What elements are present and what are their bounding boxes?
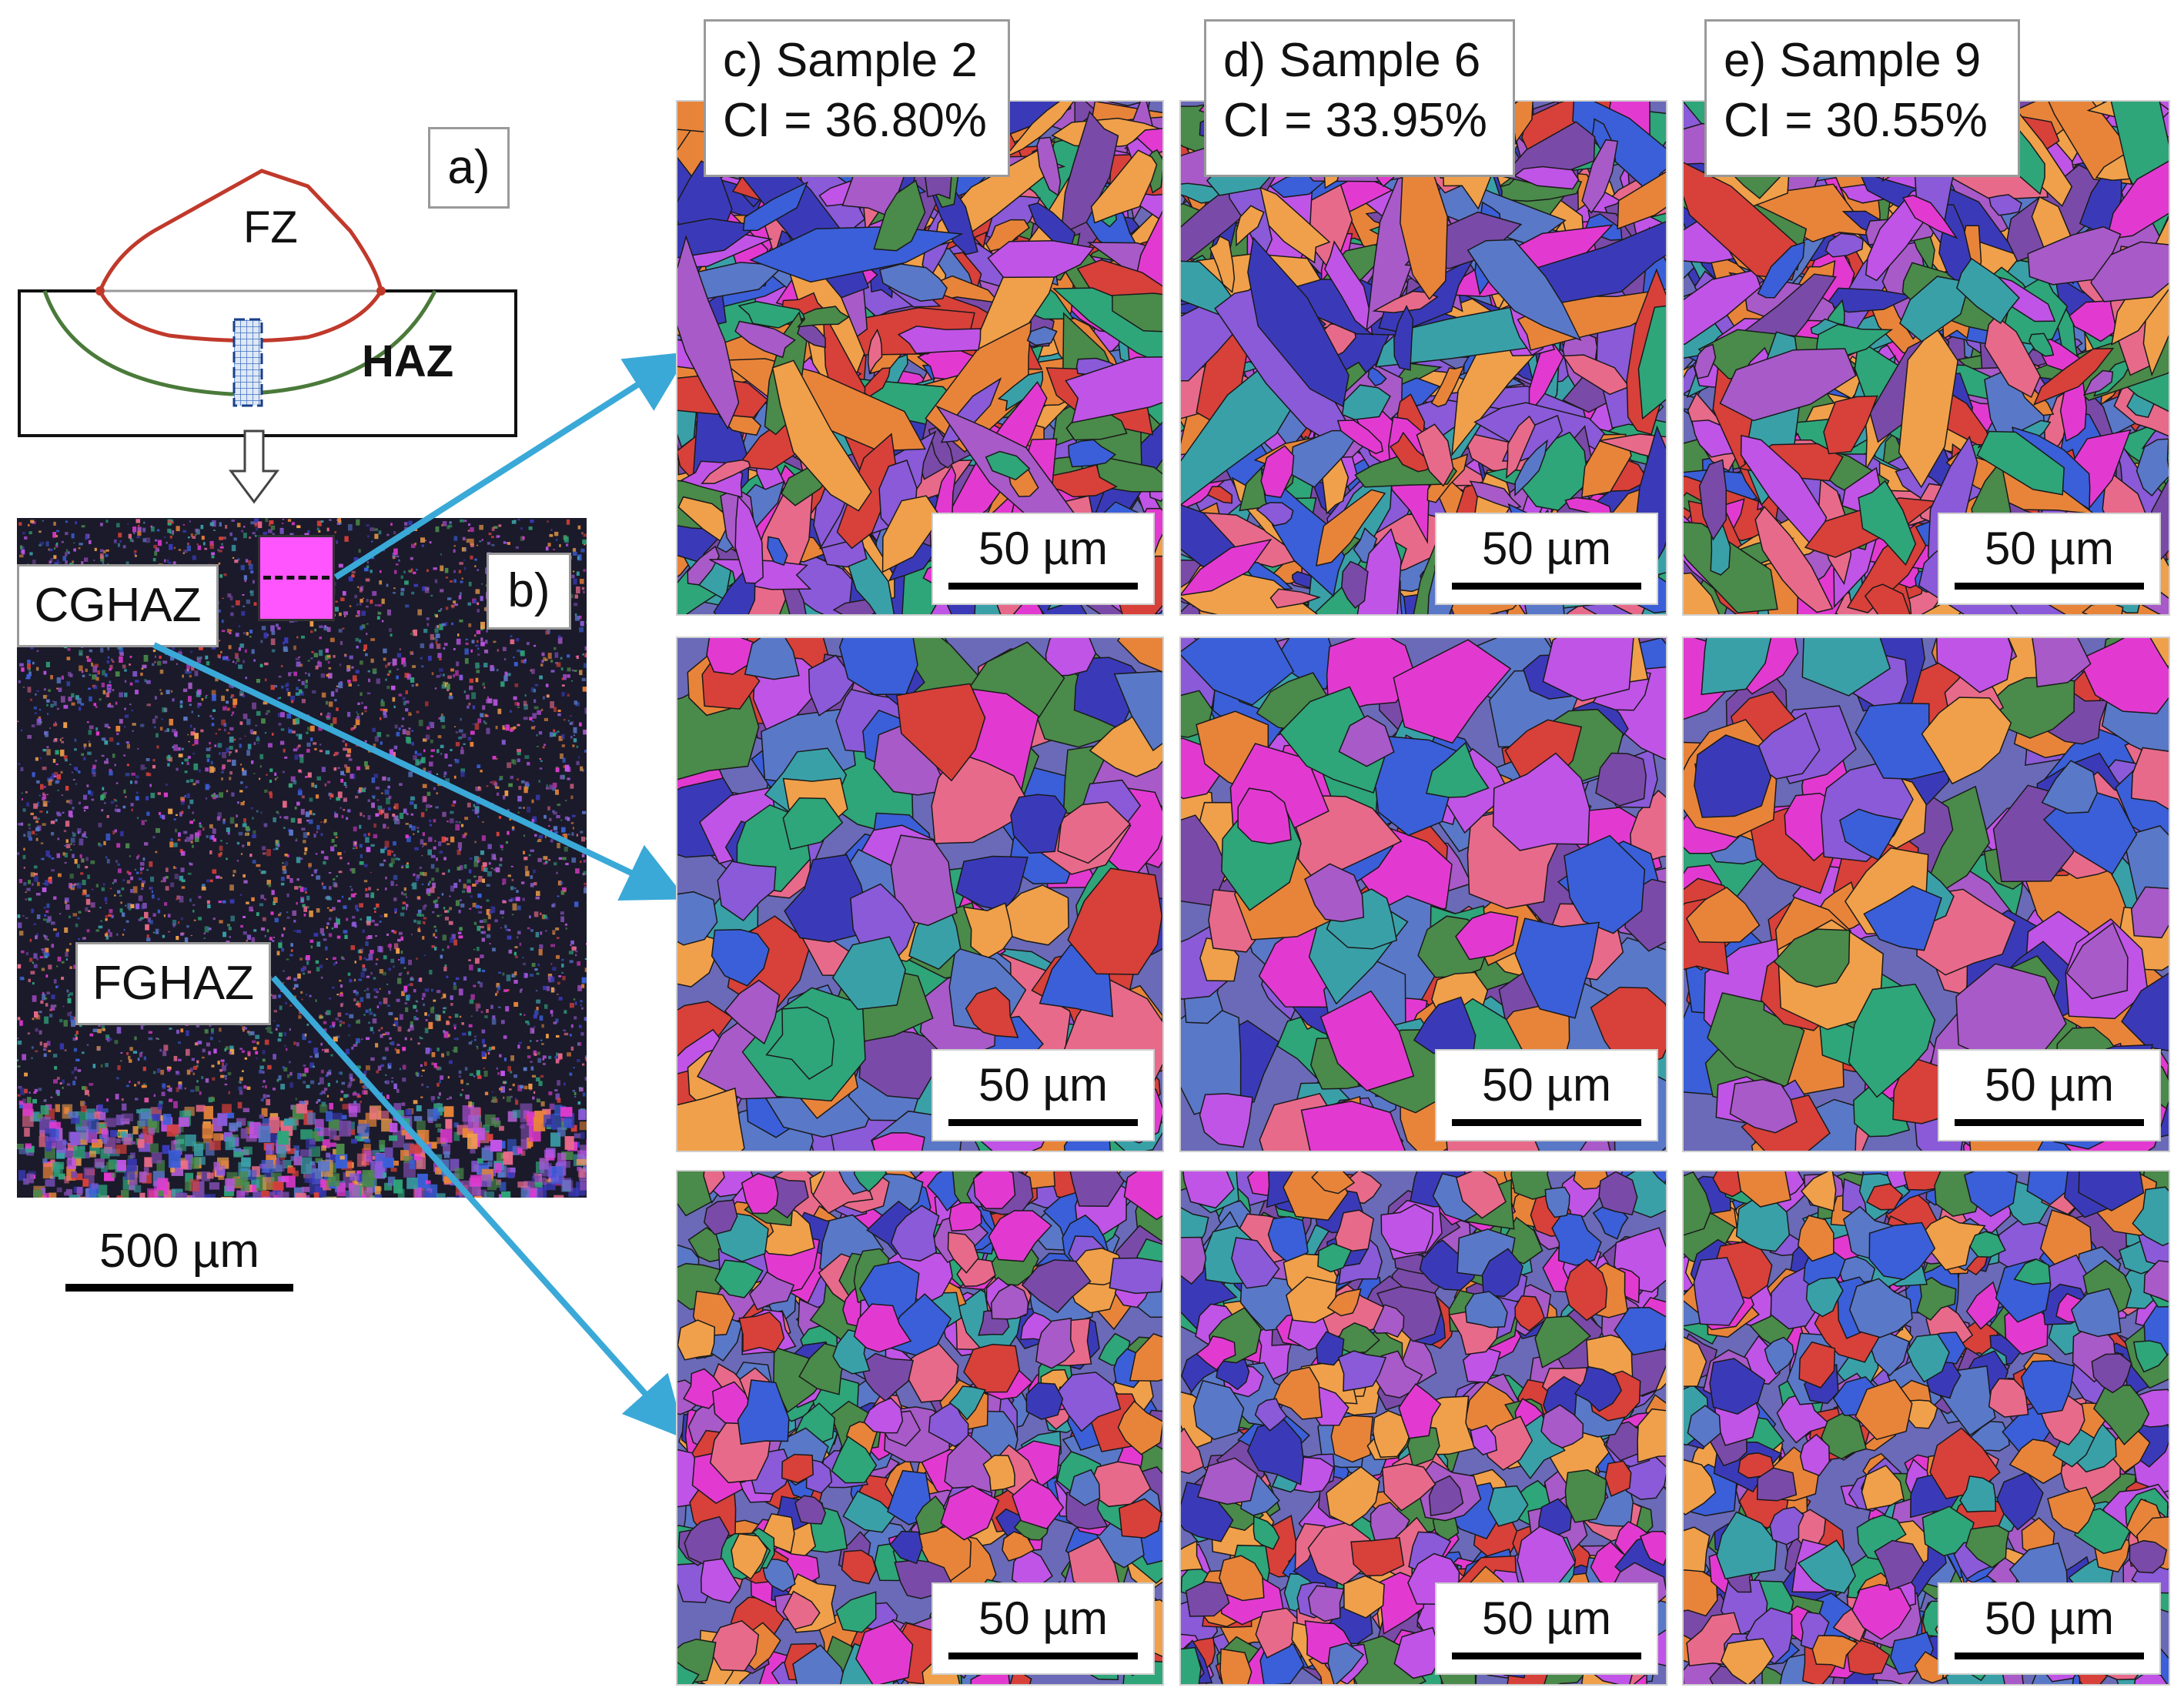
scale-bar-row3-col1: 50 µm <box>931 1582 1155 1675</box>
scale-bar-row2-col1: 50 µm <box>931 1049 1155 1141</box>
scale-bar-row2-col2: 50 µm <box>1435 1049 1658 1141</box>
scale-bar-text: 50 µm <box>1985 1059 2114 1111</box>
ebsd-map-row1-col3: 50 µm <box>1682 100 2170 616</box>
panel-b-overview-map <box>17 518 587 1198</box>
column-header-sample-9: e) Sample 9 CI = 30.55% <box>1704 19 2020 177</box>
ebsd-texture <box>677 1171 1162 1684</box>
ebsd-map-row1-col1: 50 µm <box>676 100 1164 616</box>
sample-location-marker <box>232 318 263 407</box>
scale-bar-row1-col3: 50 µm <box>1938 513 2161 605</box>
overview-scale-line <box>65 1284 293 1292</box>
overview-scale-text: 500 µm <box>99 1225 260 1278</box>
haz-boundary-line <box>42 289 437 396</box>
scale-bar-text: 50 µm <box>978 1059 1108 1111</box>
cghaz-label: CGHAZ <box>17 564 219 647</box>
sample-2-ci: CI = 36.80% <box>723 93 987 147</box>
scale-bar-line <box>1452 583 1641 590</box>
sample-6-ci: CI = 33.95% <box>1223 93 1487 147</box>
arrow-to-cghaz-row <box>333 352 690 580</box>
scale-bar-line <box>1955 1119 2144 1126</box>
ebsd-map-row1-col2: 50 µm <box>1179 100 1667 616</box>
weld-schematic-drawing <box>18 169 517 504</box>
scale-bar-text: 50 µm <box>1985 523 2114 574</box>
scale-bar-row1-col2: 50 µm <box>1435 513 1658 605</box>
ebsd-map-row3-col3: 50 µm <box>1682 1170 2170 1686</box>
cghaz-region-marker <box>258 535 335 621</box>
ebsd-map-row2-col2: 50 µm <box>1179 637 1667 1152</box>
ebsd-map-row3-col1: 50 µm <box>676 1170 1164 1686</box>
ebsd-map-row3-col2: 50 µm <box>1179 1170 1667 1686</box>
arrow-to-middle-row <box>152 642 687 901</box>
haz-label: HAZ <box>362 336 454 386</box>
scale-bar-line <box>1955 583 2144 590</box>
scale-bar-text: 50 µm <box>1985 1592 2114 1644</box>
sample-9-title: e) Sample 9 <box>1724 34 1982 87</box>
scale-bar-line <box>948 1653 1138 1659</box>
down-arrow-icon <box>229 429 279 504</box>
fusion-zone-outline <box>98 169 383 343</box>
scale-bar-row2-col3: 50 µm <box>1938 1049 2161 1141</box>
scale-bar-line <box>1452 1653 1641 1659</box>
scale-bar-text: 50 µm <box>978 523 1108 574</box>
scale-bar-text: 50 µm <box>978 1592 1108 1644</box>
scale-bar-row1-col1: 50 µm <box>931 513 1155 605</box>
ebsd-texture <box>1181 1171 1666 1684</box>
scale-bar-row3-col2: 50 µm <box>1435 1582 1658 1675</box>
overview-scale-bar: 500 µm <box>65 1224 293 1308</box>
fghaz-label: FGHAZ <box>75 942 271 1025</box>
ebsd-texture <box>677 638 1162 1151</box>
scale-bar-text: 50 µm <box>1482 523 1611 574</box>
sample-2-title: c) Sample 2 <box>723 34 978 87</box>
ebsd-map-row2-col3: 50 µm <box>1682 637 2170 1152</box>
sample-6-title: d) Sample 6 <box>1223 34 1481 87</box>
scale-bar-text: 50 µm <box>1482 1592 1611 1644</box>
scale-bar-line <box>948 583 1138 590</box>
scale-bar-line <box>1955 1653 2144 1659</box>
sample-9-ci: CI = 30.55% <box>1724 93 1988 147</box>
fz-label: FZ <box>243 202 298 252</box>
ebsd-map-row2-col1: 50 µm <box>676 637 1164 1152</box>
scale-bar-row3-col3: 50 µm <box>1938 1582 2161 1675</box>
column-header-sample-2: c) Sample 2 CI = 36.80% <box>704 19 1010 177</box>
arrow-to-fghaz-row <box>271 975 686 1439</box>
scale-bar-line <box>1452 1119 1641 1126</box>
overview-ebsd-texture <box>17 518 587 1198</box>
panel-b-label: b) <box>487 553 571 630</box>
panel-a-label: a) <box>428 127 510 209</box>
scale-bar-line <box>948 1119 1138 1126</box>
scale-bar-text: 50 µm <box>1482 1059 1611 1111</box>
panel-a-schematic: FZ HAZ a) <box>0 0 554 523</box>
column-header-sample-6: d) Sample 6 CI = 33.95% <box>1204 19 1515 177</box>
